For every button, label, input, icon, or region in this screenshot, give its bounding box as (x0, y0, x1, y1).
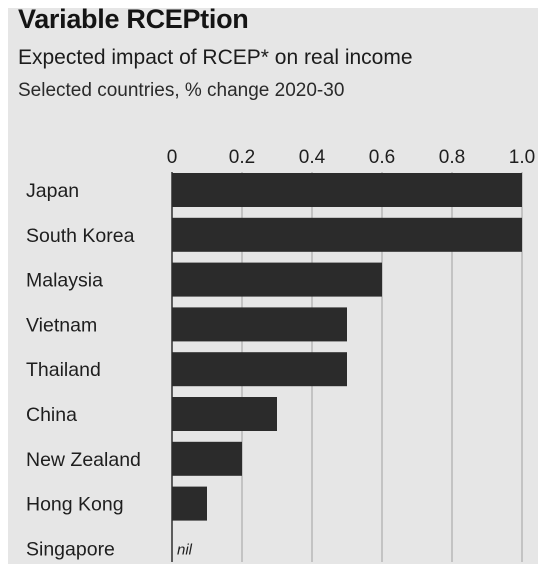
category-label: Singapore (26, 538, 115, 560)
bar (172, 217, 522, 252)
category-label: Malaysia (26, 270, 103, 292)
category-label: Japan (26, 180, 79, 202)
tick-label: 0.8 (439, 147, 465, 168)
bar (172, 397, 277, 431)
tick-label: 0 (167, 147, 178, 168)
bar (172, 441, 242, 476)
tick-label: 0.6 (369, 147, 395, 168)
category-label: Hong Kong (26, 494, 124, 516)
category-label: Thailand (26, 359, 101, 381)
tick-label: 0.2 (229, 147, 255, 168)
tick-label: 1.0 (509, 147, 535, 168)
category-label: Vietnam (26, 314, 97, 336)
bar (172, 307, 347, 342)
chart-subtitle: Expected impact of RCEP* on real income (18, 46, 413, 69)
category-label: New Zealand (26, 449, 141, 471)
category-label: South Korea (26, 225, 135, 247)
bar-annotation: nil (177, 541, 193, 558)
bar (172, 352, 347, 387)
chart-title: Variable RCEPtion (18, 4, 249, 34)
category-label: China (26, 404, 77, 426)
bar (172, 262, 382, 297)
tick-label: 0.4 (299, 147, 326, 168)
chart-units-note: Selected countries, % change 2020-30 (18, 80, 345, 101)
bar (172, 486, 207, 521)
bar (172, 173, 522, 207)
